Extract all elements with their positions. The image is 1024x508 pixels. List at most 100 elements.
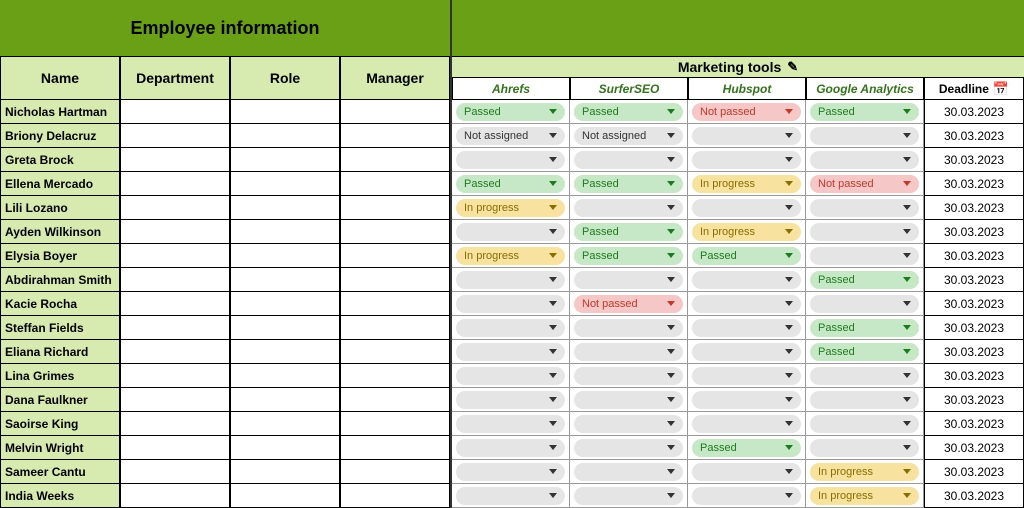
employee-name-cell[interactable]: Eliana Richard	[0, 340, 120, 364]
status-dropdown[interactable]	[692, 463, 801, 481]
manager-cell[interactable]	[340, 412, 450, 436]
role-cell[interactable]	[230, 292, 340, 316]
status-dropdown[interactable]	[456, 415, 565, 433]
status-dropdown[interactable]	[574, 463, 683, 481]
department-cell[interactable]	[120, 412, 230, 436]
deadline-cell[interactable]: 30.03.2023	[924, 484, 1024, 508]
status-dropdown[interactable]	[692, 487, 801, 505]
role-cell[interactable]	[230, 268, 340, 292]
role-cell[interactable]	[230, 316, 340, 340]
status-dropdown[interactable]: Passed	[810, 271, 919, 289]
manager-cell[interactable]	[340, 124, 450, 148]
manager-cell[interactable]	[340, 268, 450, 292]
manager-cell[interactable]	[340, 292, 450, 316]
status-dropdown[interactable]	[456, 151, 565, 169]
status-dropdown[interactable]	[456, 367, 565, 385]
manager-cell[interactable]	[340, 388, 450, 412]
status-dropdown[interactable]: Not passed	[692, 103, 801, 121]
employee-name-cell[interactable]: Melvin Wright	[0, 436, 120, 460]
role-cell[interactable]	[230, 436, 340, 460]
employee-name-cell[interactable]: Nicholas Hartman	[0, 100, 120, 124]
manager-cell[interactable]	[340, 436, 450, 460]
employee-name-cell[interactable]: Ellena Mercado	[0, 172, 120, 196]
status-dropdown[interactable]: Not assigned	[456, 127, 565, 145]
status-dropdown[interactable]	[810, 151, 919, 169]
employee-name-cell[interactable]: Dana Faulkner	[0, 388, 120, 412]
employee-name-cell[interactable]: Abdirahman Smith	[0, 268, 120, 292]
department-cell[interactable]	[120, 340, 230, 364]
status-dropdown[interactable]: In progress	[456, 247, 565, 265]
employee-name-cell[interactable]: Elysia Boyer	[0, 244, 120, 268]
status-dropdown[interactable]: Passed	[810, 319, 919, 337]
status-dropdown[interactable]: In progress	[810, 463, 919, 481]
role-cell[interactable]	[230, 460, 340, 484]
deadline-cell[interactable]: 30.03.2023	[924, 340, 1024, 364]
status-dropdown[interactable]	[574, 415, 683, 433]
department-cell[interactable]	[120, 484, 230, 508]
status-dropdown[interactable]: Passed	[456, 103, 565, 121]
role-cell[interactable]	[230, 484, 340, 508]
status-dropdown[interactable]	[456, 487, 565, 505]
department-cell[interactable]	[120, 292, 230, 316]
deadline-cell[interactable]: 30.03.2023	[924, 244, 1024, 268]
status-dropdown[interactable]: Passed	[574, 223, 683, 241]
deadline-cell[interactable]: 30.03.2023	[924, 148, 1024, 172]
status-dropdown[interactable]: Passed	[456, 175, 565, 193]
status-dropdown[interactable]: Passed	[810, 103, 919, 121]
status-dropdown[interactable]	[574, 439, 683, 457]
manager-cell[interactable]	[340, 244, 450, 268]
manager-cell[interactable]	[340, 100, 450, 124]
status-dropdown[interactable]	[574, 367, 683, 385]
employee-name-cell[interactable]: India Weeks	[0, 484, 120, 508]
status-dropdown[interactable]	[574, 271, 683, 289]
status-dropdown[interactable]	[810, 247, 919, 265]
manager-cell[interactable]	[340, 484, 450, 508]
status-dropdown[interactable]: Not assigned	[574, 127, 683, 145]
status-dropdown[interactable]: Passed	[692, 247, 801, 265]
department-cell[interactable]	[120, 364, 230, 388]
status-dropdown[interactable]	[692, 271, 801, 289]
deadline-cell[interactable]: 30.03.2023	[924, 388, 1024, 412]
status-dropdown[interactable]	[692, 151, 801, 169]
manager-cell[interactable]	[340, 196, 450, 220]
department-cell[interactable]	[120, 196, 230, 220]
employee-name-cell[interactable]: Kacie Rocha	[0, 292, 120, 316]
status-dropdown[interactable]: Passed	[810, 343, 919, 361]
deadline-cell[interactable]: 30.03.2023	[924, 124, 1024, 148]
role-cell[interactable]	[230, 172, 340, 196]
status-dropdown[interactable]	[692, 367, 801, 385]
role-cell[interactable]	[230, 388, 340, 412]
manager-cell[interactable]	[340, 364, 450, 388]
role-cell[interactable]	[230, 364, 340, 388]
status-dropdown[interactable]: In progress	[456, 199, 565, 217]
status-dropdown[interactable]	[692, 127, 801, 145]
pencil-icon[interactable]: ✎	[787, 59, 798, 75]
department-cell[interactable]	[120, 388, 230, 412]
status-dropdown[interactable]	[456, 319, 565, 337]
role-cell[interactable]	[230, 148, 340, 172]
status-dropdown[interactable]	[574, 151, 683, 169]
status-dropdown[interactable]: Not passed	[810, 175, 919, 193]
status-dropdown[interactable]	[456, 343, 565, 361]
employee-name-cell[interactable]: Ayden Wilkinson	[0, 220, 120, 244]
department-cell[interactable]	[120, 316, 230, 340]
department-cell[interactable]	[120, 100, 230, 124]
deadline-cell[interactable]: 30.03.2023	[924, 196, 1024, 220]
employee-name-cell[interactable]: Steffan Fields	[0, 316, 120, 340]
status-dropdown[interactable]	[810, 439, 919, 457]
deadline-cell[interactable]: 30.03.2023	[924, 172, 1024, 196]
status-dropdown[interactable]: In progress	[810, 487, 919, 505]
employee-name-cell[interactable]: Lina Grimes	[0, 364, 120, 388]
status-dropdown[interactable]	[574, 199, 683, 217]
status-dropdown[interactable]	[692, 391, 801, 409]
role-cell[interactable]	[230, 340, 340, 364]
status-dropdown[interactable]	[810, 199, 919, 217]
status-dropdown[interactable]	[810, 223, 919, 241]
deadline-cell[interactable]: 30.03.2023	[924, 364, 1024, 388]
status-dropdown[interactable]	[574, 391, 683, 409]
status-dropdown[interactable]	[810, 367, 919, 385]
role-cell[interactable]	[230, 124, 340, 148]
department-cell[interactable]	[120, 148, 230, 172]
deadline-cell[interactable]: 30.03.2023	[924, 220, 1024, 244]
role-cell[interactable]	[230, 412, 340, 436]
